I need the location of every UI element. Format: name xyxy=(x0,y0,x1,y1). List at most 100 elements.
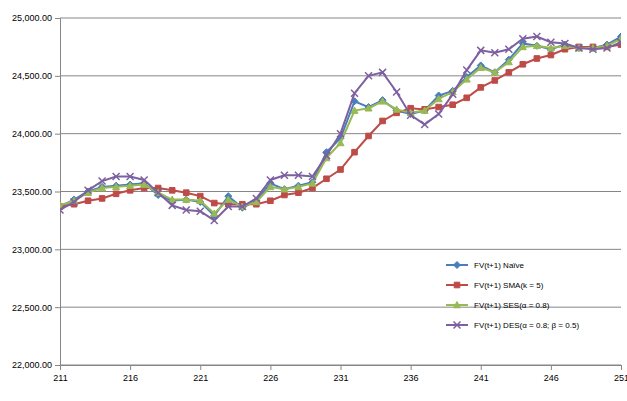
marker xyxy=(155,189,162,196)
y-tick-label: 24,000.00 xyxy=(12,129,52,139)
marker xyxy=(548,52,554,58)
marker xyxy=(296,190,302,196)
marker xyxy=(211,210,218,216)
marker xyxy=(253,195,260,202)
grid-line xyxy=(60,249,621,250)
legend-marker xyxy=(454,282,460,288)
y-tick-mark xyxy=(55,18,60,19)
x-tick-label: 241 xyxy=(474,373,489,383)
marker xyxy=(309,180,316,186)
legend-label: FV(t+1) SES(α = 0.8) xyxy=(474,301,550,310)
marker xyxy=(436,104,442,110)
x-tick: 216 xyxy=(123,365,138,383)
marker xyxy=(379,97,386,104)
marker xyxy=(113,173,120,180)
marker xyxy=(268,198,274,204)
marker xyxy=(324,176,330,182)
marker xyxy=(183,196,190,202)
marker xyxy=(491,69,498,75)
x-tick: 226 xyxy=(263,365,278,383)
marker xyxy=(421,107,428,113)
series-line xyxy=(60,37,621,221)
marker xyxy=(337,139,344,145)
x-tick-label: 231 xyxy=(333,373,348,383)
x-tick: 231 xyxy=(333,365,348,383)
marker xyxy=(155,189,162,195)
y-tick-label: 22,500.00 xyxy=(12,303,52,313)
marker xyxy=(533,33,540,40)
marker xyxy=(183,190,189,196)
marker xyxy=(113,183,120,189)
x-tick-mark xyxy=(200,365,201,370)
marker xyxy=(169,202,176,209)
marker xyxy=(267,176,274,183)
x-tick-mark xyxy=(60,365,61,370)
x-tick-mark xyxy=(621,365,622,370)
y-tick: 23,000.00 xyxy=(12,245,60,255)
marker xyxy=(197,197,204,203)
grid-line xyxy=(60,75,621,76)
marker xyxy=(477,47,484,54)
x-tick-mark xyxy=(270,365,271,370)
marker xyxy=(99,185,106,191)
y-tick-label: 22,000.00 xyxy=(12,360,52,370)
y-tick: 23,500.00 xyxy=(12,187,60,197)
legend-label: FV(t+1) DES(α = 0.8; β = 0.5) xyxy=(474,321,579,330)
y-tick-mark xyxy=(55,307,60,308)
marker xyxy=(407,112,414,119)
marker xyxy=(519,35,526,42)
x-tick-label: 221 xyxy=(193,373,208,383)
plot-area: 22,000.00 22,500.00 23,000.00 23,500.00 24,0… xyxy=(12,13,627,383)
series-line xyxy=(60,37,621,216)
marker xyxy=(183,207,190,214)
marker xyxy=(505,46,512,53)
marker xyxy=(295,172,302,179)
y-tick: 25,000.00 xyxy=(12,13,60,23)
y-tick-mark xyxy=(55,134,60,135)
marker xyxy=(435,111,442,118)
marker xyxy=(533,42,540,49)
marker xyxy=(463,67,470,74)
marker xyxy=(281,186,288,193)
marker xyxy=(380,118,386,124)
legend-label: FV(t+1) SMA(k = 5) xyxy=(474,281,544,290)
marker xyxy=(520,61,526,67)
marker xyxy=(435,95,442,101)
marker xyxy=(575,45,582,52)
marker xyxy=(379,98,386,104)
marker xyxy=(197,208,204,215)
y-tick-mark xyxy=(55,249,60,250)
x-axis: 211216221226231236241246251 xyxy=(53,365,627,383)
marker xyxy=(99,178,106,185)
marker xyxy=(85,187,92,194)
marker xyxy=(169,196,176,202)
marker xyxy=(239,203,246,210)
legend: FV(t+1) NaïveFV(t+1) SMA(k = 5)FV(t+1) S… xyxy=(446,261,579,330)
marker xyxy=(183,196,190,203)
y-tick-label: 24,500.00 xyxy=(12,71,52,81)
marker xyxy=(366,133,372,139)
x-tick: 221 xyxy=(193,365,208,383)
y-tick-label: 25,000.00 xyxy=(12,13,52,23)
y-tick: 24,000.00 xyxy=(12,129,60,139)
series-line xyxy=(60,39,621,214)
x-tick-label: 216 xyxy=(123,373,138,383)
marker xyxy=(492,78,498,84)
marker xyxy=(309,173,316,180)
marker xyxy=(365,105,372,111)
y-tick: 22,500.00 xyxy=(12,303,60,313)
x-tick: 246 xyxy=(544,365,559,383)
marker xyxy=(379,69,386,76)
marker xyxy=(85,198,91,204)
grid-line xyxy=(60,18,621,19)
marker xyxy=(113,191,119,197)
x-tick-mark xyxy=(341,365,342,370)
marker xyxy=(449,91,456,98)
legend-marker xyxy=(454,302,461,308)
y-tick-label: 23,500.00 xyxy=(12,187,52,197)
marker xyxy=(519,43,526,49)
marker xyxy=(225,203,232,210)
x-tick-mark xyxy=(411,365,412,370)
x-tick-label: 211 xyxy=(53,373,67,383)
marker xyxy=(211,217,218,224)
